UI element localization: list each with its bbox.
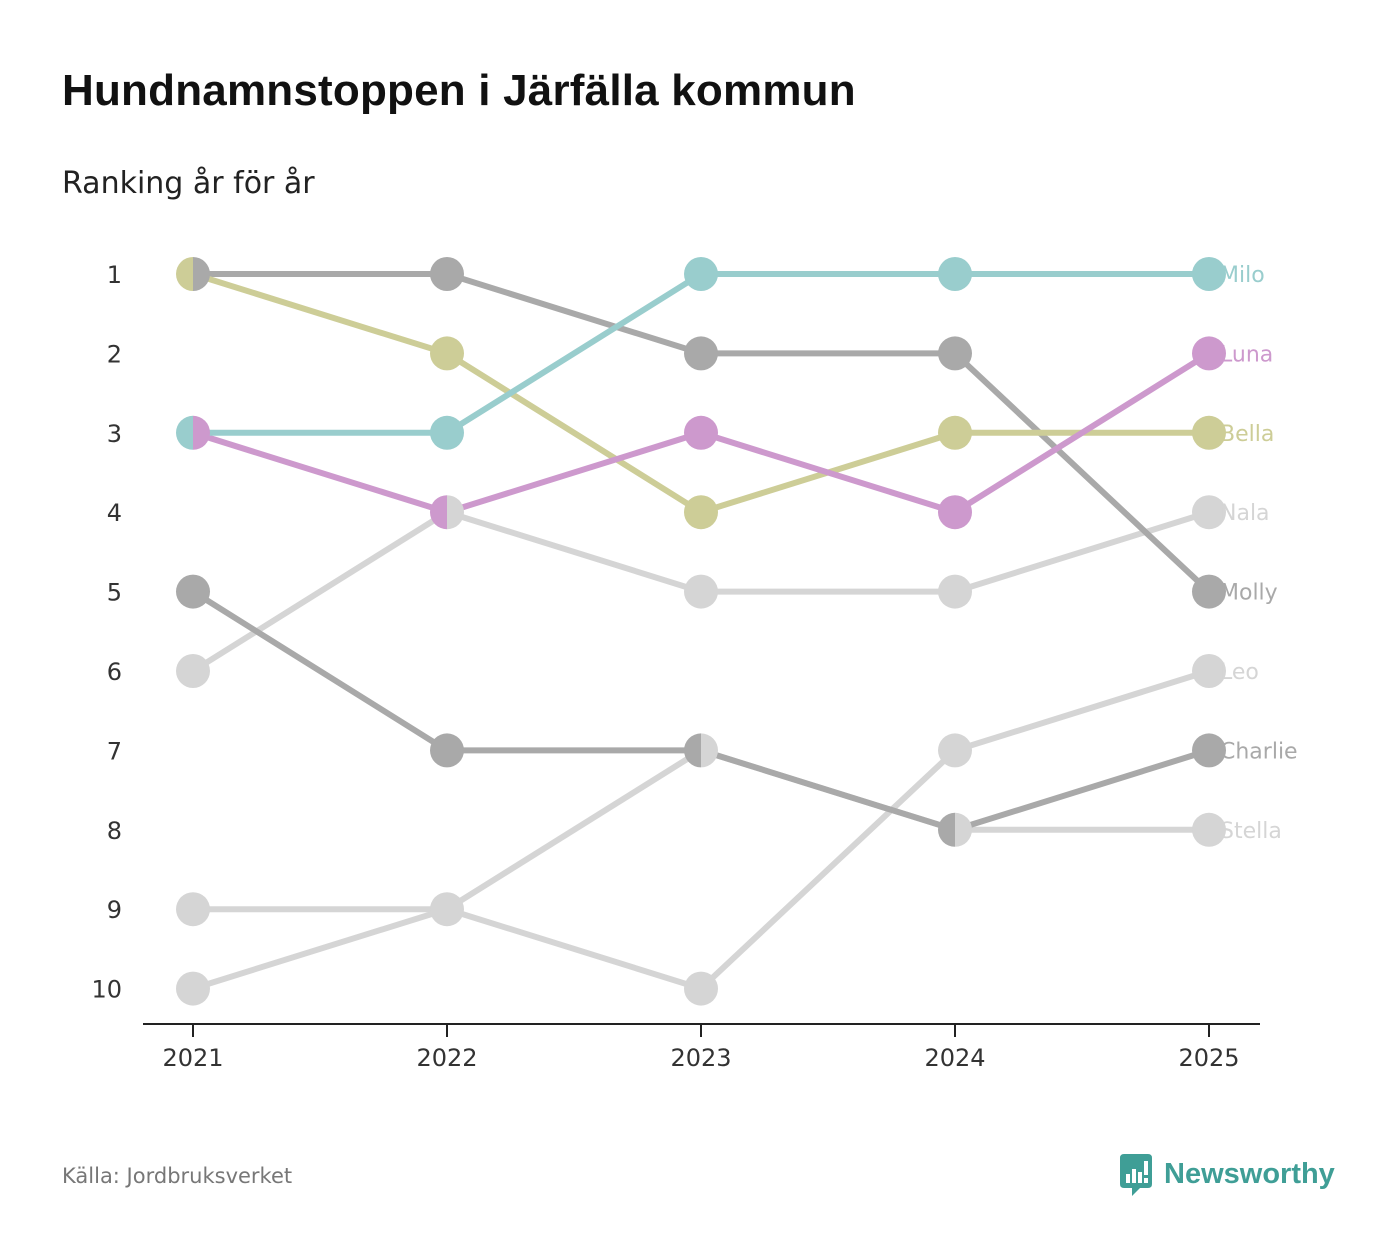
series-label-leo: Leo bbox=[1220, 660, 1259, 685]
series-line-bella bbox=[190, 271, 1212, 516]
point-luna-2025 bbox=[1192, 336, 1226, 371]
series-points bbox=[176, 257, 1226, 1006]
point-milo-2022 bbox=[430, 415, 464, 450]
y-tick-label: 5 bbox=[107, 579, 122, 607]
point-charlie-2024 bbox=[938, 812, 955, 847]
point-stella-2025 bbox=[1192, 812, 1226, 847]
point-luna-2023 bbox=[684, 415, 718, 450]
point-leo-2023 bbox=[684, 971, 718, 1006]
series-line-stella bbox=[190, 747, 1212, 992]
brand-logo[interactable]: Newsworthy bbox=[1118, 1152, 1335, 1196]
point-milo-2021 bbox=[176, 415, 193, 450]
series-labels: Stella Leo Nala Charlie Molly Bella Luna Milo bbox=[1220, 263, 1298, 844]
x-tick-label: 2023 bbox=[670, 1044, 731, 1072]
x-axis: 2021 2022 2023 2024 2025 bbox=[162, 1024, 1240, 1072]
point-bella-2022 bbox=[430, 336, 464, 371]
point-charlie-2025 bbox=[1192, 733, 1226, 768]
point-milo-2025 bbox=[1192, 257, 1226, 291]
point-leo-2021 bbox=[176, 892, 210, 927]
point-molly-2025 bbox=[1192, 574, 1226, 609]
point-luna-2022 bbox=[430, 495, 447, 530]
point-bella-2024 bbox=[938, 415, 972, 450]
point-nala-2023 bbox=[684, 574, 718, 609]
point-stella-2023 bbox=[701, 733, 718, 768]
x-tick-label: 2024 bbox=[924, 1044, 985, 1072]
point-leo-2024 bbox=[938, 733, 972, 768]
series-label-stella: Stella bbox=[1220, 819, 1282, 844]
y-tick-label: 1 bbox=[107, 261, 122, 289]
y-axis: 1 2 3 4 5 6 7 8 9 10 bbox=[91, 261, 122, 1004]
point-nala-2021 bbox=[176, 654, 210, 688]
chart-title: Hundnamnstoppen i Järfälla kommun bbox=[62, 66, 856, 115]
point-molly-2022 bbox=[430, 257, 464, 291]
point-charlie-2023 bbox=[684, 733, 701, 768]
point-milo-2024 bbox=[938, 257, 972, 291]
point-luna-2024 bbox=[938, 495, 972, 530]
bump-chart: 1 2 3 4 5 6 7 8 9 10 Stella Leo Nala Charlie Molly Bel… bbox=[91, 257, 1298, 1072]
x-tick-label: 2022 bbox=[416, 1044, 477, 1072]
series-label-molly: Molly bbox=[1220, 581, 1278, 606]
series-label-bella: Bella bbox=[1220, 422, 1274, 447]
series-label-nala: Nala bbox=[1220, 501, 1270, 526]
point-bella-2021 bbox=[176, 257, 193, 291]
point-stella-2021 bbox=[176, 971, 210, 1006]
series-line-charlie bbox=[190, 588, 1212, 833]
newsworthy-logo-icon bbox=[1120, 1154, 1152, 1196]
series-lines bbox=[190, 271, 1212, 992]
y-tick-label: 3 bbox=[107, 420, 122, 448]
series-label-luna: Luna bbox=[1220, 342, 1273, 367]
point-leo-2022 bbox=[430, 892, 447, 927]
y-tick-label: 8 bbox=[107, 817, 122, 845]
point-milo-2023 bbox=[684, 257, 718, 291]
source-note: Källa: Jordbruksverket bbox=[62, 1164, 293, 1188]
point-molly-2021 bbox=[193, 257, 210, 291]
point-charlie-2021 bbox=[176, 574, 210, 609]
y-tick-label: 7 bbox=[107, 737, 122, 765]
point-nala-2024 bbox=[938, 574, 972, 609]
chart-subtitle: Ranking år för år bbox=[62, 166, 315, 201]
point-stella-2024 bbox=[955, 812, 972, 847]
x-tick-label: 2025 bbox=[1178, 1044, 1239, 1072]
series-label-charlie: Charlie bbox=[1220, 739, 1298, 764]
point-nala-2025 bbox=[1192, 495, 1226, 530]
y-tick-label: 9 bbox=[107, 896, 122, 924]
point-luna-2021 bbox=[193, 415, 210, 450]
point-molly-2023 bbox=[684, 336, 718, 371]
point-bella-2023 bbox=[684, 495, 718, 530]
point-molly-2024 bbox=[938, 336, 972, 371]
series-label-milo: Milo bbox=[1220, 263, 1265, 288]
brand-name: Newsworthy bbox=[1164, 1157, 1335, 1190]
y-tick-label: 4 bbox=[107, 499, 122, 527]
y-tick-label: 2 bbox=[107, 340, 122, 368]
x-tick-label: 2021 bbox=[162, 1044, 223, 1072]
y-tick-label: 6 bbox=[107, 658, 122, 686]
point-bella-2025 bbox=[1192, 415, 1226, 450]
point-charlie-2022 bbox=[430, 733, 464, 768]
point-nala-2022 bbox=[447, 495, 464, 530]
point-stella-2022 bbox=[447, 892, 464, 927]
y-tick-label: 10 bbox=[91, 976, 122, 1004]
point-leo-2025 bbox=[1192, 654, 1226, 688]
